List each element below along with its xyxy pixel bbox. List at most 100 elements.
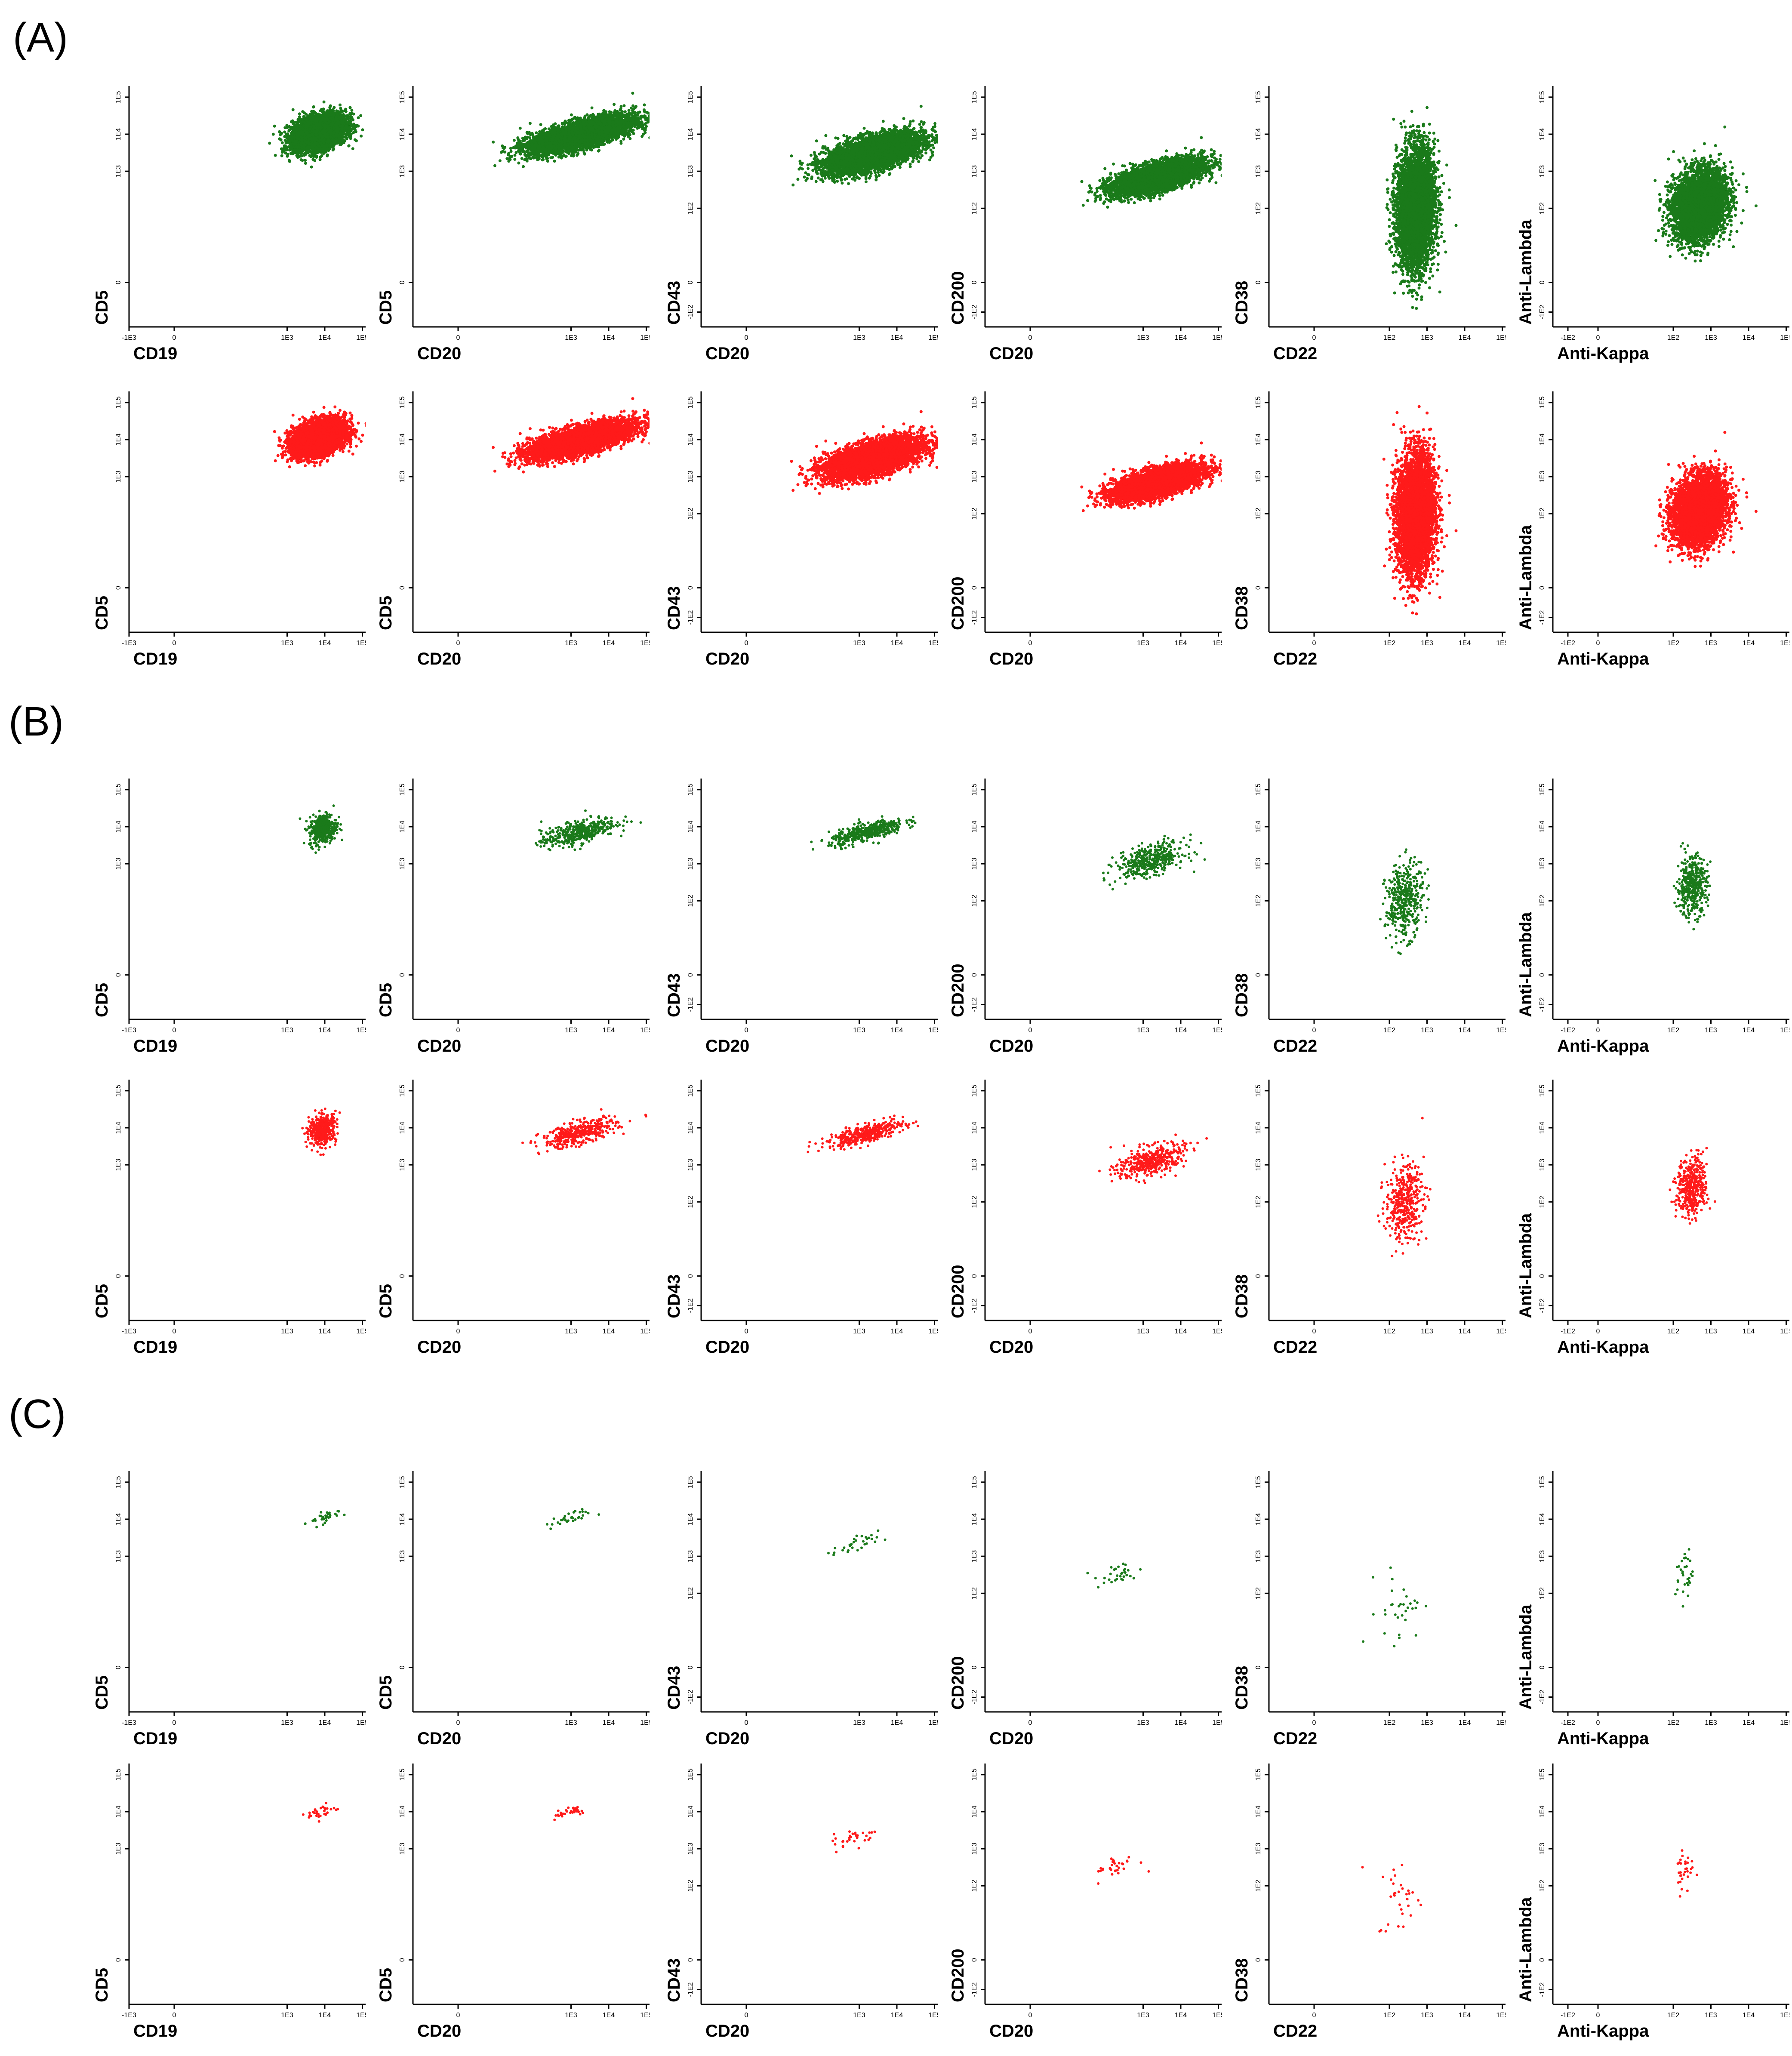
data-point: [316, 142, 319, 145]
data-point: [280, 154, 283, 157]
data-point: [312, 151, 315, 154]
data-point: [336, 129, 339, 132]
data-point: [312, 148, 315, 151]
data-point: [302, 132, 305, 135]
data-point: [319, 123, 322, 126]
data-point: [339, 111, 342, 114]
data-point: [311, 113, 314, 116]
y-tick-label: 0: [399, 280, 406, 284]
y-tick-label: 1E4: [115, 128, 122, 141]
data-point: [323, 129, 326, 132]
data-point: [360, 135, 363, 138]
data-point: [349, 112, 352, 115]
data-point: [351, 118, 354, 121]
data-point: [613, 103, 616, 106]
data-point: [350, 129, 353, 132]
data-point: [357, 116, 360, 119]
data-point: [289, 139, 292, 142]
data-point: [300, 149, 303, 152]
data-point: [312, 105, 315, 108]
data-point: [334, 134, 337, 137]
y-tick-label: 1E4: [399, 128, 406, 141]
data-point: [286, 136, 289, 139]
data-point: [340, 134, 343, 137]
data-point: [303, 154, 306, 157]
data-point: [329, 123, 333, 126]
x-tick-label: 1E3: [565, 334, 577, 342]
data-point: [284, 148, 287, 151]
data-point: [308, 148, 311, 151]
data-point: [288, 160, 291, 163]
data-point: [315, 114, 318, 117]
data-point: [341, 139, 344, 142]
data-point: [314, 139, 317, 142]
data-point: [354, 128, 357, 131]
x-tick-label: 0: [172, 334, 176, 342]
data-point: [355, 139, 358, 142]
data-point: [309, 155, 312, 158]
data-point: [334, 123, 337, 126]
data-point: [323, 145, 326, 148]
data-point: [332, 148, 335, 151]
data-point: [296, 128, 299, 131]
data-point: [281, 141, 284, 144]
data-point: [281, 149, 284, 152]
data-point: [274, 154, 277, 157]
data-point: [295, 136, 298, 139]
data-point: [314, 130, 317, 133]
data-point: [273, 125, 276, 128]
data-point: [323, 151, 326, 154]
data-point: [284, 145, 287, 148]
data-point: [268, 142, 271, 145]
data-point: [331, 138, 334, 141]
data-point: [326, 125, 329, 128]
data-point: [624, 110, 627, 113]
data-point: [304, 162, 307, 165]
data-point: [342, 120, 345, 123]
data-point: [318, 135, 321, 138]
data-point: [285, 142, 288, 145]
data-point: [331, 132, 334, 135]
data-point: [338, 124, 341, 127]
data-point: [310, 110, 313, 113]
data-point: [292, 108, 295, 111]
data-point: [327, 119, 330, 122]
x-tick-label: 1E5: [356, 334, 366, 342]
data-point: [295, 139, 298, 142]
data-points: [268, 101, 364, 169]
panel-label-c: (C): [9, 1394, 66, 1435]
data-point: [278, 137, 281, 140]
data-point: [286, 153, 289, 156]
y-tick-label: 0: [115, 280, 122, 284]
data-point: [313, 126, 316, 129]
data-point: [295, 121, 298, 124]
data-point: [322, 108, 325, 111]
data-point: [320, 119, 323, 122]
data-point: [312, 155, 315, 158]
data-point: [326, 154, 329, 157]
data-point: [301, 159, 304, 162]
data-point: [303, 111, 306, 114]
data-point: [351, 125, 354, 128]
data-point: [320, 154, 323, 157]
data-point: [316, 122, 319, 125]
y-axis-label: CD5: [376, 290, 395, 325]
data-point: [300, 121, 303, 124]
data-point: [320, 141, 323, 144]
panel-label-b: (B): [9, 701, 64, 742]
data-point: [304, 159, 307, 162]
data-point: [326, 139, 329, 142]
data-point: [292, 151, 295, 154]
data-point: [299, 125, 302, 128]
data-point: [349, 126, 352, 129]
data-point: [348, 144, 351, 147]
data-point: [323, 124, 326, 127]
data-point: [345, 117, 348, 120]
data-point: [315, 156, 318, 159]
data-point: [345, 122, 348, 125]
data-point: [296, 148, 299, 151]
x-tick-label: -1E3: [122, 334, 136, 342]
data-point: [289, 128, 292, 131]
data-points: [492, 92, 650, 168]
data-point: [510, 150, 513, 153]
